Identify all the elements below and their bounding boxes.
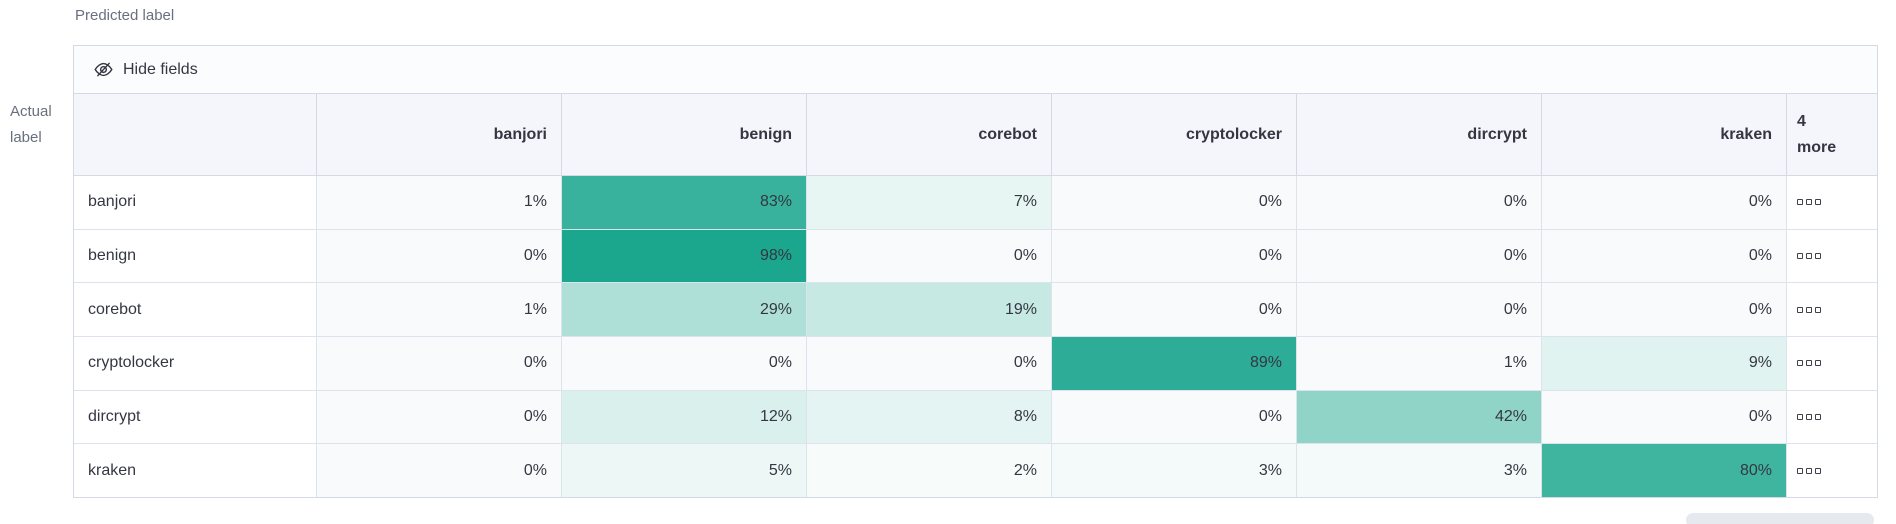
- matrix-row-dircrypt: dircrypt 0% 12% 8% 0% 42% 0%: [74, 390, 1877, 445]
- matrix-cell-benign-cryptolocker[interactable]: 0%: [1052, 229, 1297, 283]
- matrix-cell-corebot-banjori[interactable]: 1%: [317, 283, 562, 337]
- predicted-axis-label: Predicted label: [75, 7, 175, 24]
- matrix-cell-kraken-cryptolocker[interactable]: 3%: [1052, 444, 1297, 498]
- matrix-row-benign: benign 0% 98% 0% 0% 0% 0%: [74, 229, 1877, 284]
- matrix-cell-benign-banjori[interactable]: 0%: [317, 229, 562, 283]
- column-header-banjori[interactable]: banjori: [317, 94, 562, 175]
- row-label-cryptolocker[interactable]: cryptolocker: [74, 337, 317, 390]
- matrix-cell-cryptolocker-cryptolocker[interactable]: 89%: [1052, 337, 1297, 390]
- matrix-cell-kraken-benign[interactable]: 5%: [562, 444, 807, 498]
- matrix-cell-banjori-corebot[interactable]: 7%: [807, 176, 1052, 229]
- matrix-cell-kraken-kraken[interactable]: 80%: [1542, 444, 1787, 498]
- hidden-columns-cell[interactable]: [1787, 283, 1877, 337]
- boxes-horizontal-icon: [1797, 467, 1821, 474]
- matrix-cell-cryptolocker-benign[interactable]: 0%: [562, 337, 807, 390]
- boxes-horizontal-icon: [1797, 253, 1821, 259]
- hidden-columns-cell[interactable]: [1787, 444, 1877, 498]
- row-label-corebot[interactable]: corebot: [74, 283, 317, 337]
- row-label-dircrypt[interactable]: dircrypt: [74, 390, 317, 444]
- matrix-cell-corebot-corebot[interactable]: 19%: [807, 283, 1052, 337]
- matrix-cell-dircrypt-cryptolocker[interactable]: 0%: [1052, 390, 1297, 444]
- matrix-cell-cryptolocker-corebot[interactable]: 0%: [807, 337, 1052, 390]
- hidden-columns-cell[interactable]: [1787, 229, 1877, 283]
- matrix-cell-banjori-cryptolocker[interactable]: 0%: [1052, 176, 1297, 229]
- matrix-cell-dircrypt-corebot[interactable]: 8%: [807, 390, 1052, 444]
- hidden-columns-cell[interactable]: [1787, 390, 1877, 444]
- matrix-cell-cryptolocker-dircrypt[interactable]: 1%: [1297, 337, 1542, 390]
- matrix-cell-corebot-cryptolocker[interactable]: 0%: [1052, 283, 1297, 337]
- column-header-benign[interactable]: benign: [562, 94, 807, 175]
- matrix-cell-benign-kraken[interactable]: 0%: [1542, 229, 1787, 283]
- more-columns-header[interactable]: 4 more: [1797, 112, 1837, 156]
- grid-toolbar: Hide fields: [74, 46, 1877, 94]
- actual-axis-label: Actual label: [10, 103, 52, 146]
- row-label-kraken[interactable]: kraken: [74, 444, 317, 498]
- matrix-cell-banjori-banjori[interactable]: 1%: [317, 176, 562, 229]
- header-corner-cell: [74, 94, 317, 175]
- matrix-cell-corebot-kraken[interactable]: 0%: [1542, 283, 1787, 337]
- matrix-cell-dircrypt-kraken[interactable]: 0%: [1542, 390, 1787, 444]
- row-label-banjori[interactable]: banjori: [74, 176, 317, 229]
- matrix-cell-benign-corebot[interactable]: 0%: [807, 229, 1052, 283]
- matrix-cell-banjori-benign[interactable]: 83%: [562, 176, 807, 229]
- matrix-cell-corebot-dircrypt[interactable]: 0%: [1297, 283, 1542, 337]
- horizontal-scrollbar-thumb[interactable]: [1686, 513, 1874, 524]
- hide-fields-button[interactable]: Hide fields: [94, 60, 198, 79]
- column-header-cryptolocker[interactable]: cryptolocker: [1052, 94, 1297, 175]
- matrix-row-kraken: kraken 0% 5% 2% 3% 3% 80%: [74, 444, 1877, 498]
- column-header-corebot[interactable]: corebot: [807, 94, 1052, 175]
- matrix-cell-banjori-kraken[interactable]: 0%: [1542, 176, 1787, 229]
- confusion-matrix-grid: Hide fields banjori benign corebot cryptolo…: [73, 45, 1878, 498]
- column-header-kraken[interactable]: kraken: [1542, 94, 1787, 175]
- boxes-horizontal-icon: [1797, 414, 1821, 421]
- matrix-cell-dircrypt-dircrypt[interactable]: 42%: [1297, 390, 1542, 444]
- hide-fields-label: Hide fields: [123, 60, 198, 78]
- matrix-cell-cryptolocker-kraken[interactable]: 9%: [1542, 337, 1787, 390]
- matrix-cell-dircrypt-banjori[interactable]: 0%: [317, 390, 562, 444]
- matrix-cell-corebot-benign[interactable]: 29%: [562, 283, 807, 337]
- matrix-row-corebot: corebot 1% 29% 19% 0% 0% 0%: [74, 283, 1877, 338]
- column-header-dircrypt[interactable]: dircrypt: [1297, 94, 1542, 175]
- matrix-cell-benign-dircrypt[interactable]: 0%: [1297, 229, 1542, 283]
- matrix-cell-kraken-dircrypt[interactable]: 3%: [1297, 444, 1542, 498]
- matrix-cell-dircrypt-benign[interactable]: 12%: [562, 390, 807, 444]
- matrix-row-cryptolocker: cryptolocker 0% 0% 0% 89% 1% 9%: [74, 337, 1877, 391]
- hidden-columns-cell[interactable]: [1787, 176, 1877, 229]
- matrix-cell-cryptolocker-banjori[interactable]: 0%: [317, 337, 562, 390]
- hidden-columns-cell[interactable]: [1787, 337, 1877, 390]
- matrix-cell-banjori-dircrypt[interactable]: 0%: [1297, 176, 1542, 229]
- matrix-row-banjori: banjori 1% 83% 7% 0% 0% 0%: [74, 176, 1877, 230]
- boxes-horizontal-icon: [1797, 306, 1821, 313]
- boxes-horizontal-icon: [1797, 199, 1821, 206]
- matrix-cell-kraken-banjori[interactable]: 0%: [317, 444, 562, 498]
- boxes-horizontal-icon: [1797, 360, 1821, 367]
- eye-closed-icon: [94, 62, 113, 77]
- matrix-cell-kraken-corebot[interactable]: 2%: [807, 444, 1052, 498]
- grid-header-row: banjori benign corebot cryptolocker dircrypt…: [74, 94, 1877, 176]
- matrix-cell-benign-benign[interactable]: 98%: [562, 229, 807, 283]
- row-label-benign[interactable]: benign: [74, 229, 317, 283]
